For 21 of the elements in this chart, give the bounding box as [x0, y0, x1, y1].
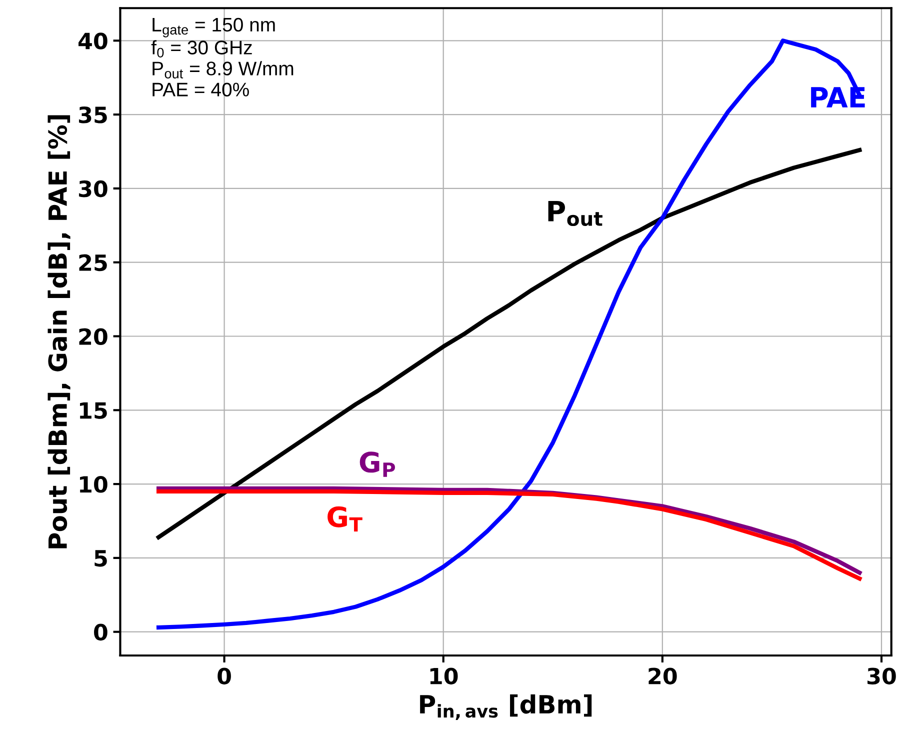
y-tick-label: 30	[78, 180, 108, 198]
series-label: PAE	[811, 87, 865, 108]
y-tick-label: 15	[80, 402, 107, 419]
series-label: G$_{P}$	[360, 452, 395, 477]
x-tick-label: 30	[868, 668, 896, 684]
x-axis-title: P$_{in,avs}$ [dBm]	[420, 694, 592, 720]
series-label: P$_{out}$	[548, 200, 602, 226]
y-tick-label: 25	[79, 254, 107, 272]
x-tick-label: 10	[430, 668, 458, 684]
y-tick-label: 35	[78, 106, 107, 124]
series-label: G$_{T}$	[328, 506, 362, 532]
x-tick-label: 20	[648, 668, 677, 684]
y-tick-label: 0	[94, 624, 108, 641]
line-series	[156, 148, 862, 540]
y-axis-title: Pout [dBm], Gain [dB], PAE [%]	[48, 115, 70, 548]
x-tick-label: 0	[218, 668, 231, 684]
y-tick-label: 5	[94, 550, 107, 567]
y-tick-label: 20	[79, 328, 108, 346]
y-tick-label: 40	[78, 32, 108, 50]
text: L$_{gate}$ = 150 nm f$_{0}$ = 30 GHz P$_{out}$ = 8.9 W/mm PAE = 40%	[151, 18, 294, 96]
y-tick-label: 10	[80, 476, 108, 493]
